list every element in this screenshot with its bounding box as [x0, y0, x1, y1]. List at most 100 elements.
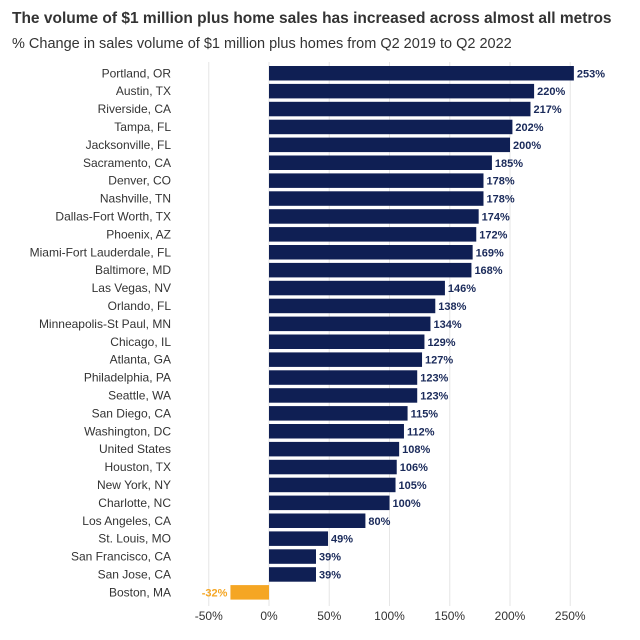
bar-2 [269, 101, 531, 117]
value-label-17: 123% [420, 373, 448, 385]
category-label-24: Charlotte, NC [98, 496, 171, 510]
category-label-21: United States [99, 442, 171, 456]
value-label-25: 80% [368, 516, 390, 528]
bar-5 [269, 155, 492, 170]
category-label-9: Phoenix, AZ [106, 227, 171, 241]
value-label-20: 112% [407, 426, 435, 438]
category-label-3: Tampa, FL [114, 120, 171, 134]
category-label-12: Las Vegas, NV [92, 281, 171, 295]
chart-title: The volume of $1 million plus home sales… [12, 10, 612, 27]
category-label-29: Boston, MA [109, 585, 171, 599]
value-label-11: 168% [474, 265, 502, 277]
value-label-0: 253% [577, 68, 605, 80]
value-label-21: 108% [402, 444, 430, 456]
category-label-2: Riverside, CA [98, 102, 171, 116]
value-label-28: 39% [319, 569, 341, 581]
value-label-12: 146% [448, 283, 476, 295]
category-label-4: Jacksonville, FL [86, 138, 172, 152]
category-label-14: Minneapolis-St Paul, MN [39, 317, 171, 331]
bar-17 [269, 370, 418, 385]
value-label-1: 220% [537, 86, 565, 98]
category-label-23: New York, NY [97, 478, 171, 492]
bar-19 [269, 406, 408, 421]
value-label-9: 172% [479, 229, 507, 241]
bar-26 [269, 531, 329, 546]
category-label-27: San Francisco, CA [71, 550, 171, 564]
bar-29 [230, 585, 269, 600]
value-label-10: 169% [476, 247, 504, 259]
value-label-8: 174% [482, 211, 510, 223]
value-label-27: 39% [319, 552, 341, 564]
value-label-29: -32% [202, 587, 228, 599]
bar-16 [269, 352, 423, 367]
x-tick-label-1: 0% [260, 609, 278, 623]
value-label-4: 200% [513, 140, 541, 152]
value-label-22: 106% [400, 462, 428, 474]
value-label-15: 129% [427, 337, 455, 349]
bar-10 [269, 245, 473, 260]
category-label-26: St. Louis, MO [98, 532, 171, 546]
value-label-6: 178% [486, 176, 514, 188]
bar-15 [269, 334, 425, 349]
category-label-7: Nashville, TN [100, 192, 171, 206]
category-label-22: Houston, TX [105, 460, 171, 474]
value-label-14: 134% [433, 319, 461, 331]
bar-3 [269, 119, 513, 135]
bar-1 [269, 83, 535, 99]
category-label-16: Atlanta, GA [110, 353, 171, 367]
bar-0 [269, 66, 574, 81]
x-tick-label-4: 150% [434, 609, 465, 623]
value-label-16: 127% [425, 355, 453, 367]
x-tick-label-2: 50% [317, 609, 341, 623]
x-tick-label-0: -50% [195, 609, 223, 623]
bar-4 [269, 137, 510, 153]
category-label-0: Portland, OR [102, 66, 172, 80]
bar-27 [269, 549, 316, 564]
category-label-19: San Diego, CA [92, 406, 171, 420]
category-label-10: Miami-Fort Lauderdale, FL [30, 245, 172, 259]
category-label-8: Dallas-Fort Worth, TX [55, 209, 171, 223]
category-label-28: San Jose, CA [98, 567, 171, 581]
value-label-24: 100% [393, 498, 421, 510]
chart-subtitle: % Change in sales volume of $1 million p… [12, 36, 512, 52]
value-label-3: 202% [515, 122, 543, 134]
bar-24 [269, 495, 390, 511]
value-label-19: 115% [411, 408, 439, 420]
x-tick-label-5: 200% [495, 609, 526, 623]
value-label-26: 49% [331, 534, 353, 546]
category-label-1: Austin, TX [116, 84, 171, 98]
category-label-20: Washington, DC [84, 424, 171, 438]
bar-20 [269, 424, 404, 439]
bar-13 [269, 298, 436, 314]
category-label-11: Baltimore, MD [95, 263, 171, 277]
category-label-5: Sacramento, CA [83, 156, 171, 170]
category-label-15: Chicago, IL [110, 335, 171, 349]
value-label-18: 123% [420, 390, 448, 402]
bar-6 [269, 173, 484, 188]
category-label-25: Los Angeles, CA [82, 514, 171, 528]
category-label-6: Denver, CO [108, 174, 171, 188]
bar-25 [269, 513, 366, 528]
bar-11 [269, 262, 472, 278]
category-label-17: Philadelphia, PA [84, 371, 171, 385]
bar-21 [269, 441, 400, 457]
x-tick-label-3: 100% [374, 609, 405, 623]
bar-18 [269, 388, 418, 403]
x-tick-label-6: 250% [555, 609, 586, 623]
bar-12 [269, 280, 445, 296]
bar-23 [269, 477, 396, 493]
value-label-2: 217% [533, 104, 561, 116]
bar-9 [269, 227, 477, 242]
category-label-18: Seattle, WA [108, 388, 171, 402]
bar-7 [269, 191, 484, 206]
value-label-7: 178% [486, 194, 514, 206]
bar-8 [269, 209, 479, 224]
bar-22 [269, 459, 397, 475]
category-label-13: Orlando, FL [108, 299, 172, 313]
value-label-13: 138% [438, 301, 466, 313]
value-label-5: 185% [495, 158, 523, 170]
bar-14 [269, 316, 431, 332]
bar-28 [269, 567, 316, 582]
value-label-23: 105% [399, 480, 427, 492]
